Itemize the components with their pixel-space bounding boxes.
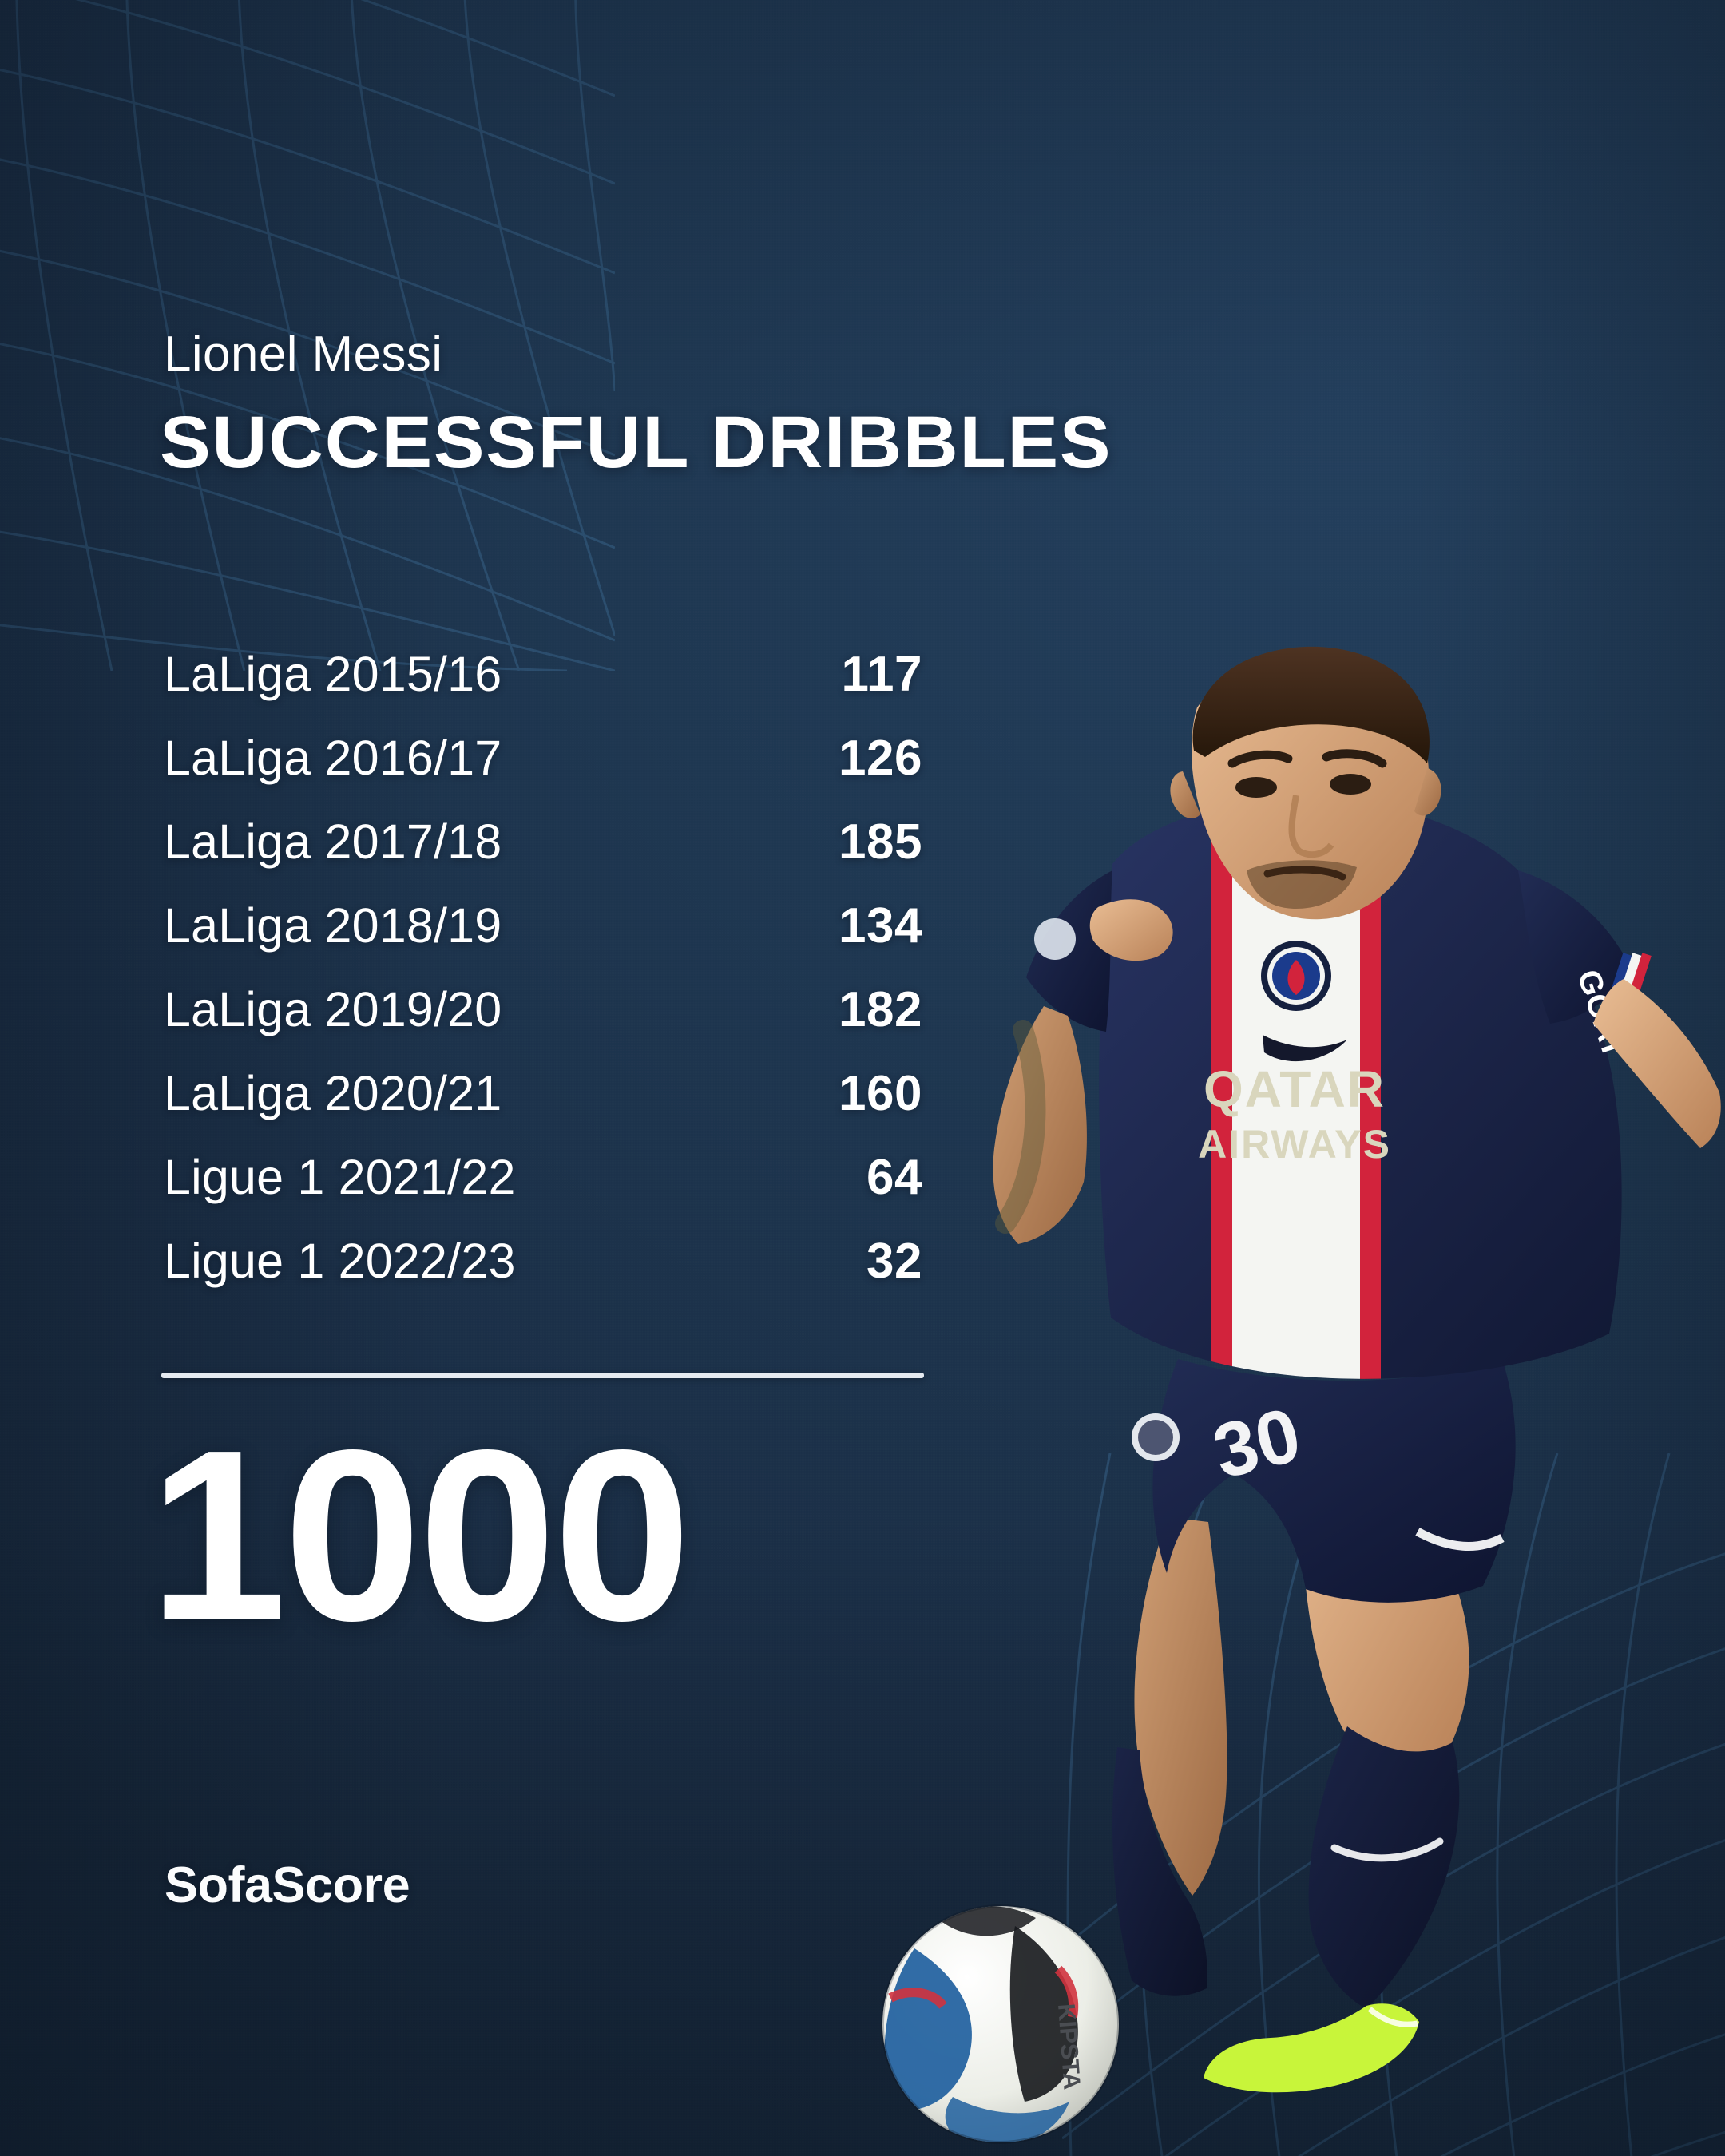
list-item: LaLiga 2016/17 126 xyxy=(164,716,922,800)
list-item: Ligue 1 2022/23 32 xyxy=(164,1219,922,1303)
player-name: Lionel Messi xyxy=(164,327,443,382)
stat-value: 134 xyxy=(839,898,922,953)
total-value: 1000 xyxy=(149,1399,692,1671)
list-item: Ligue 1 2021/22 64 xyxy=(164,1135,922,1219)
stat-label: LaLiga 2019/20 xyxy=(164,982,502,1036)
list-item: LaLiga 2019/20 182 xyxy=(164,968,922,1052)
list-item: LaLiga 2017/18 185 xyxy=(164,800,922,884)
list-item: LaLiga 2015/16 117 xyxy=(164,632,922,716)
stat-label: LaLiga 2015/16 xyxy=(164,647,502,701)
stat-value: 64 xyxy=(866,1150,922,1205)
stat-value: 126 xyxy=(839,731,922,786)
stat-label: LaLiga 2020/21 xyxy=(164,1066,502,1120)
list-item: LaLiga 2018/19 134 xyxy=(164,884,922,968)
stat-label: Ligue 1 2021/22 xyxy=(164,1150,516,1204)
stat-value: 185 xyxy=(839,814,922,870)
stat-label: LaLiga 2017/18 xyxy=(164,814,502,869)
stat-label: Ligue 1 2022/23 xyxy=(164,1234,516,1288)
stats-list: LaLiga 2015/16 117 LaLiga 2016/17 126 La… xyxy=(164,632,922,1303)
page-title: SUCCESSFUL DRIBBLES xyxy=(160,402,1112,483)
stat-value: 117 xyxy=(841,647,922,702)
total-divider xyxy=(161,1373,924,1378)
stat-label: LaLiga 2016/17 xyxy=(164,731,502,785)
stat-value: 182 xyxy=(839,982,922,1037)
list-item: LaLiga 2020/21 160 xyxy=(164,1052,922,1135)
sofascore-logo: SofaScore xyxy=(165,1857,410,1913)
stat-value: 32 xyxy=(866,1234,922,1289)
stat-label: LaLiga 2018/19 xyxy=(164,898,502,953)
stat-value: 160 xyxy=(839,1066,922,1121)
